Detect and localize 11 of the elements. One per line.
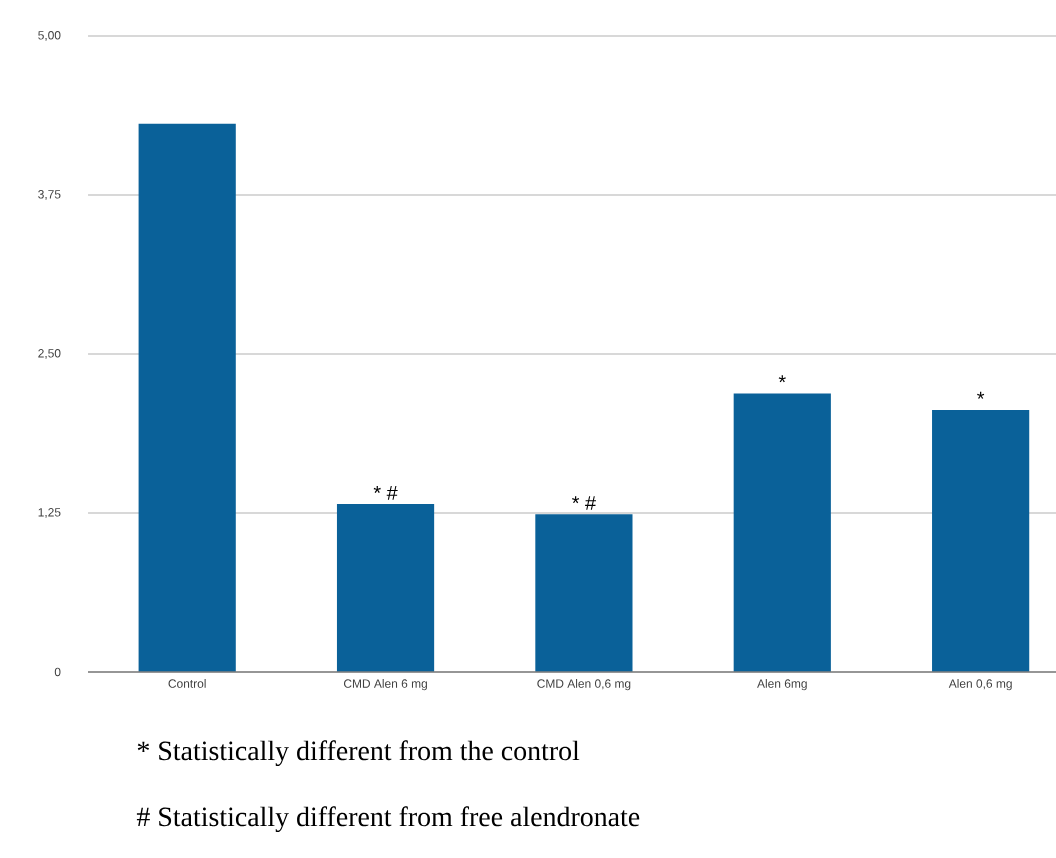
bar [535,514,633,672]
bar [336,504,435,672]
text: # Statistically different from free alendronate [136,806,640,833]
bar [138,123,236,672]
annotation: * # [572,496,596,510]
annotation: * [977,391,985,399]
annotation: * [778,375,786,383]
text: * Statistically different from the control [137,740,580,767]
annotation: * # [373,485,398,500]
bar [932,409,1030,672]
bar [733,393,831,672]
